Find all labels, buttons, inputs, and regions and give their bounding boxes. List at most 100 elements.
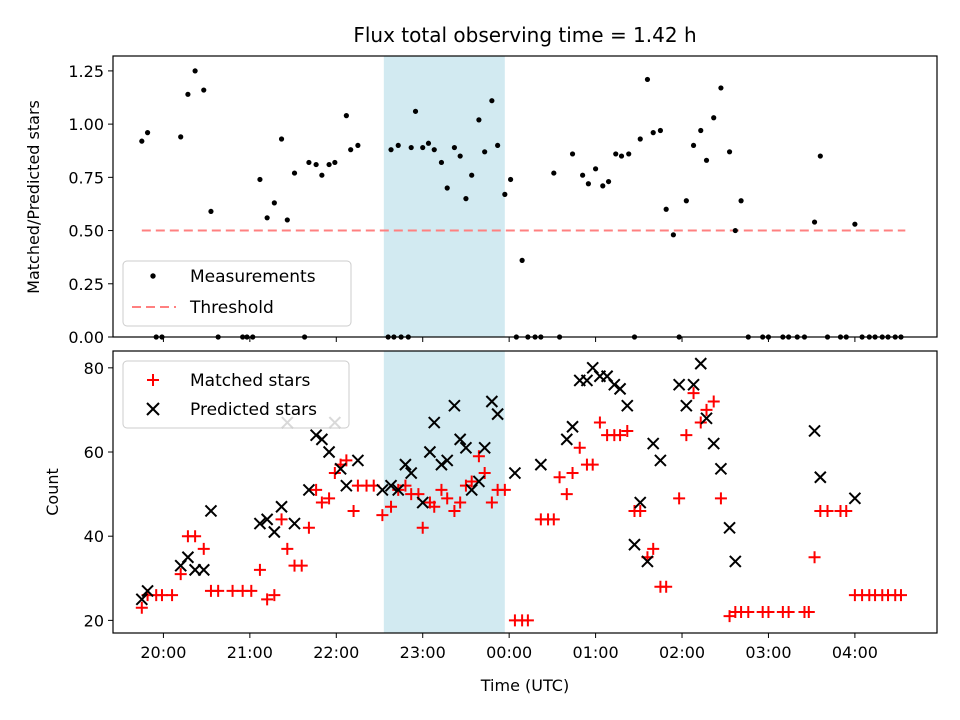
measurement-point: [605, 178, 612, 185]
predicted-star-point: [275, 500, 288, 513]
y-tick-label: 0.50: [68, 222, 104, 241]
measurement-point: [580, 172, 586, 178]
chart-title: Flux total observing time = 1.42 h: [353, 23, 696, 47]
measurement-point: [650, 130, 656, 136]
top-x-ticks: [162, 337, 856, 342]
predicted-star-point: [634, 496, 647, 509]
measurement-points: [139, 68, 904, 340]
predicted-star-point: [309, 428, 323, 442]
measurement-point: [144, 130, 151, 136]
predicted-star-point: [441, 454, 454, 467]
measurement-point: [637, 136, 643, 142]
y-tick-label: 0.25: [68, 275, 104, 294]
matched-star-point: [454, 496, 467, 509]
predicted-star-point: [404, 466, 418, 480]
predicted-star-point: [428, 416, 441, 429]
predicted-star-point: [302, 483, 316, 497]
predicted-star-point: [392, 483, 405, 497]
measurement-point: [551, 170, 557, 176]
predicted-star-point: [641, 555, 654, 568]
predicted-star-point: [141, 584, 154, 598]
predicted-star-point: [268, 525, 281, 539]
predicted-star-point: [621, 399, 634, 412]
legend-matched-marker: [147, 374, 159, 386]
legend-measurements-marker: [150, 273, 156, 279]
measurement-point: [408, 144, 414, 151]
matched-star-point: [673, 492, 686, 505]
legend-threshold-label: Threshold: [189, 298, 274, 318]
matched-star-point: [323, 492, 336, 505]
measurement-point: [476, 117, 482, 123]
predicted-star-point: [423, 445, 437, 459]
measurement-point: [703, 157, 710, 163]
y-tick-label: 60: [84, 443, 104, 462]
matched-star-point: [295, 559, 308, 572]
matched-star-point: [621, 424, 634, 437]
matched-star-point: [593, 416, 606, 429]
x-tick-label: 02:00: [659, 643, 705, 662]
matched-star-point: [694, 416, 707, 429]
measurement-point: [438, 159, 445, 166]
matched-star-point: [385, 500, 398, 513]
bottom-shaded-region: [383, 351, 505, 633]
predicted-star-point: [687, 378, 700, 391]
predicted-star-point: [351, 454, 365, 467]
y-tick-label: 80: [84, 359, 104, 378]
matched-star-point: [435, 483, 448, 496]
y-tick-label: 20: [84, 611, 104, 630]
measurement-point: [201, 87, 207, 93]
x-tick-label: 20:00: [140, 643, 186, 662]
matched-star-point: [586, 458, 599, 471]
measurement-point: [670, 232, 676, 238]
measurement-point: [420, 144, 426, 151]
matched-star-point: [189, 530, 202, 543]
measurement-point: [657, 127, 664, 134]
y-tick-label: 1.25: [68, 62, 104, 81]
legend-matched-label: Matched stars: [190, 371, 310, 391]
predicted-star-point: [694, 357, 707, 370]
predicted-star-point: [135, 593, 149, 606]
matched-star-point: [634, 504, 647, 517]
matched-star-point: [840, 504, 853, 517]
matched-star-point: [498, 483, 511, 496]
predicted-star-point: [654, 454, 667, 467]
measurement-point: [585, 181, 591, 187]
predicted-star-point: [613, 382, 627, 396]
measurement-point: [284, 217, 290, 223]
matched-star-point: [680, 429, 693, 442]
predicted-star-point: [478, 441, 491, 455]
measurement-point: [291, 170, 298, 176]
predicted-star-point: [580, 374, 594, 387]
x-tick-label: 04:00: [832, 643, 878, 662]
matched-star-point: [547, 513, 560, 526]
predicted-star-point: [680, 399, 693, 412]
predicted-star-point: [399, 458, 412, 471]
matched-star-point: [465, 475, 478, 488]
measurement-point: [495, 142, 501, 149]
matched-star-point: [714, 492, 727, 505]
legend-measurements-label: Measurements: [190, 267, 316, 287]
measurement-point: [718, 85, 724, 91]
matched-star-point: [614, 429, 627, 442]
predicted-star-point: [416, 496, 429, 509]
predicted-star-point: [485, 395, 499, 408]
bottom-plot-frame: [112, 350, 938, 634]
measurement-point: [613, 151, 619, 157]
measurement-point: [257, 176, 263, 183]
bottom-y-axis-label: Count: [43, 468, 62, 516]
measurement-point: [313, 161, 319, 168]
matched-star-point: [315, 496, 328, 509]
predicted-star-point: [472, 475, 486, 488]
predicted-star-point: [714, 462, 728, 476]
measurement-point: [326, 161, 332, 168]
matched-star-point: [310, 483, 323, 496]
measurement-point: [451, 144, 458, 151]
measurement-point: [592, 166, 599, 172]
bottom-legend: Matched stars Predicted stars: [122, 360, 350, 429]
top-plot-frame: [112, 55, 938, 338]
bottom-y-ticks: 20 40 60 80: [84, 359, 113, 630]
top-y-ticks: 0.00 0.25 0.50 0.75 1.00 1.25: [68, 62, 113, 347]
predicted-star-point: [435, 458, 448, 471]
predicted-star-point: [340, 479, 353, 492]
